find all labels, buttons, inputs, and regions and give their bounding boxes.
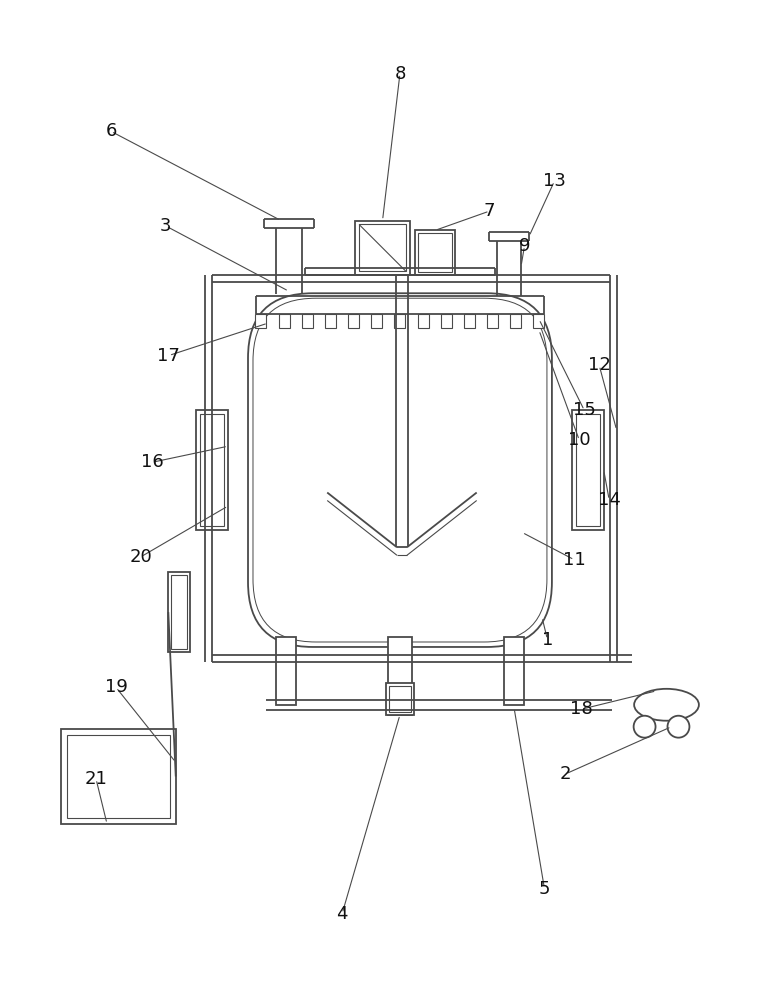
Bar (255, 314, 266, 328)
Text: 17: 17 (157, 347, 180, 365)
Circle shape (668, 716, 689, 738)
Bar (388, 637, 412, 715)
Bar (487, 314, 498, 328)
FancyBboxPatch shape (253, 298, 547, 642)
Bar (200, 414, 224, 526)
Bar (572, 410, 604, 530)
Text: 13: 13 (543, 172, 566, 190)
Text: 4: 4 (336, 905, 348, 923)
Text: 10: 10 (568, 431, 591, 449)
Bar (389, 686, 411, 712)
Text: 16: 16 (142, 453, 164, 471)
Bar (348, 314, 359, 328)
Bar (355, 221, 410, 275)
Text: 2: 2 (559, 765, 571, 783)
Bar (276, 637, 296, 705)
Bar (534, 314, 545, 328)
Text: 3: 3 (160, 217, 172, 235)
Text: 14: 14 (598, 491, 621, 509)
Bar (168, 572, 190, 652)
Bar (67, 735, 170, 818)
Text: 19: 19 (104, 678, 128, 696)
Bar (418, 314, 429, 328)
Bar (386, 683, 414, 715)
Text: 18: 18 (570, 700, 593, 718)
Bar (418, 233, 452, 272)
Bar (359, 224, 406, 271)
Text: 12: 12 (588, 356, 611, 374)
Bar (576, 414, 600, 526)
Bar (441, 314, 452, 328)
Bar (302, 314, 313, 328)
Text: 6: 6 (105, 122, 117, 140)
Bar (325, 314, 336, 328)
Bar (510, 314, 521, 328)
Text: 7: 7 (484, 202, 496, 220)
Text: 20: 20 (129, 548, 152, 566)
Text: 21: 21 (85, 770, 107, 788)
Text: 11: 11 (563, 551, 586, 569)
Bar (196, 410, 228, 530)
Ellipse shape (634, 689, 699, 721)
Bar (171, 575, 187, 649)
Text: 9: 9 (519, 237, 531, 255)
Bar (464, 314, 475, 328)
Bar (415, 230, 455, 275)
Bar (394, 314, 405, 328)
Bar (279, 314, 289, 328)
Text: 1: 1 (541, 631, 553, 649)
Text: 5: 5 (538, 880, 550, 898)
Circle shape (633, 716, 656, 738)
FancyBboxPatch shape (248, 293, 552, 647)
Text: 8: 8 (394, 65, 405, 83)
Bar (504, 637, 524, 705)
Bar (61, 729, 176, 824)
Bar (371, 314, 382, 328)
Text: 15: 15 (573, 401, 596, 419)
